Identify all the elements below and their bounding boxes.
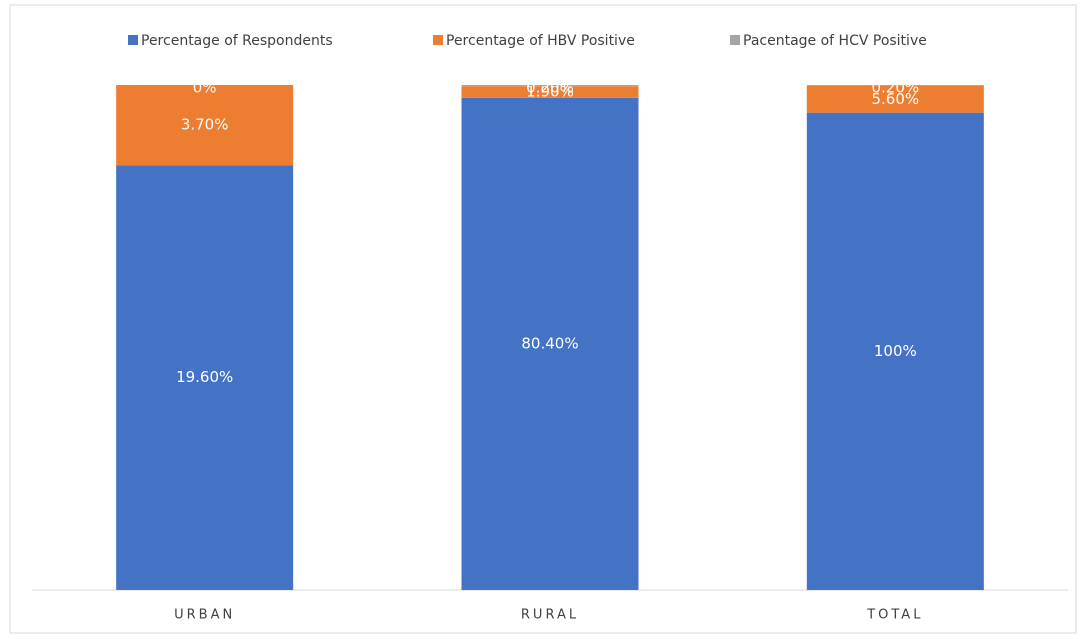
data-label: 5.60% bbox=[872, 90, 920, 108]
x-tick-label: URBAN bbox=[174, 608, 235, 623]
data-label: 0.20% bbox=[526, 79, 574, 97]
x-tick-label: RURAL bbox=[521, 608, 579, 623]
legend-swatch bbox=[433, 35, 443, 45]
data-label: 19.60% bbox=[176, 368, 233, 386]
bar-segment bbox=[806, 85, 984, 113]
legend-label: Percentage of HBV Positive bbox=[446, 33, 635, 49]
data-label: 80.40% bbox=[521, 334, 578, 352]
legend-swatch bbox=[730, 35, 740, 45]
legend-swatch bbox=[128, 35, 138, 45]
data-label: 1.90% bbox=[526, 83, 574, 101]
bar-segment bbox=[116, 165, 294, 591]
data-label: 0% bbox=[193, 79, 217, 97]
legend-label: Pacentage of HCV Positive bbox=[743, 33, 927, 49]
x-tick-label: TOTAL bbox=[866, 608, 923, 623]
data-label: 100% bbox=[874, 342, 917, 360]
legend-label: Percentage of Respondents bbox=[141, 33, 333, 49]
data-label: 0.20% bbox=[872, 79, 920, 97]
bar-segment bbox=[116, 85, 294, 166]
bar-segment bbox=[461, 85, 639, 87]
bar-segment bbox=[461, 86, 639, 98]
bar-segment bbox=[461, 97, 639, 590]
bar-segment bbox=[806, 85, 984, 86]
data-label: 3.70% bbox=[181, 116, 229, 134]
bar-segment bbox=[806, 112, 984, 590]
